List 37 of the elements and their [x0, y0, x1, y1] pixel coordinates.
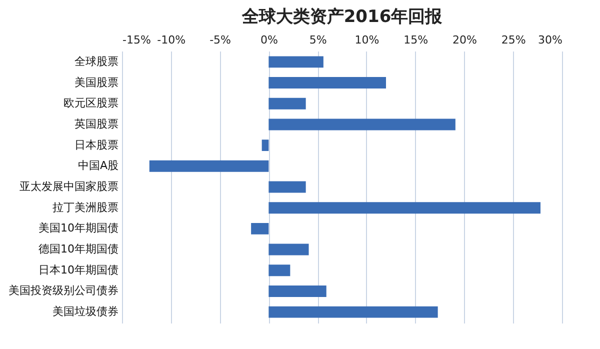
y-tick-label: 英国股票 — [74, 117, 118, 130]
bar — [268, 264, 290, 276]
x-tick-label: 15% — [404, 34, 428, 46]
x-tick-label: 20% — [452, 34, 477, 46]
y-tick-label: 美国股票 — [74, 76, 118, 89]
y-tick-label: 德国10年期国债 — [38, 242, 118, 256]
bar — [268, 202, 540, 214]
y-tick-label: 中国A股 — [78, 159, 118, 172]
x-tick-label: 0% — [260, 34, 278, 46]
y-tick-label: 亚太发展中国家股票 — [20, 180, 118, 193]
y-tick-label: 日本10年期国债 — [38, 263, 118, 276]
y-tick-label: 美国投资级别公司债券 — [8, 284, 118, 298]
x-tick-label: -5% — [210, 34, 231, 46]
bar — [268, 98, 306, 110]
chart-title: 全球大类资产2016年回报 — [240, 7, 444, 27]
x-tick-label: 30% — [538, 34, 562, 46]
y-tick-label: 拉丁美洲股票 — [52, 200, 118, 214]
x-tick-label: -15% — [122, 34, 151, 46]
bar — [268, 77, 386, 89]
bar — [268, 181, 306, 193]
bar — [149, 160, 269, 172]
bar — [268, 285, 326, 297]
x-tick-label: -10% — [157, 34, 186, 46]
bar — [268, 306, 438, 318]
bar — [268, 118, 456, 130]
bar — [268, 56, 324, 68]
y-tick-label: 全球股票 — [74, 54, 118, 68]
x-tick-label: 10% — [354, 34, 380, 46]
x-tick-label: 5% — [309, 34, 327, 46]
bar — [251, 222, 269, 234]
y-tick-label: 日本股票 — [74, 138, 118, 152]
y-tick-label: 美国10年期国债 — [38, 222, 118, 235]
y-tick-label: 美国垃圾债券 — [52, 305, 118, 318]
x-tick-label: 25% — [501, 34, 526, 46]
y-tick-label: 欧元区股票 — [64, 96, 118, 110]
bar — [262, 140, 269, 152]
bar — [268, 244, 309, 256]
